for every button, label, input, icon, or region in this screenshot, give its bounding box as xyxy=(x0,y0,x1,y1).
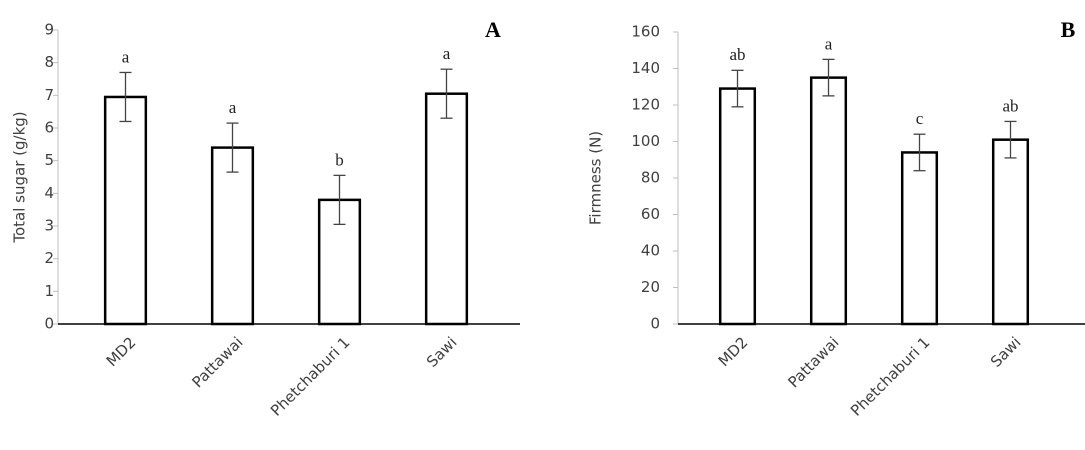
y-tick-label: 40 xyxy=(641,242,660,260)
y-tick-label: 60 xyxy=(641,205,660,223)
x-tick-label: Phetchaburi 1 xyxy=(267,333,353,419)
significance-letter: a xyxy=(443,44,451,63)
y-tick-label: 0 xyxy=(44,315,54,333)
x-tick-label: Pattawai xyxy=(784,333,842,391)
x-tick-label: Sawi xyxy=(423,333,461,371)
y-tick-label: 140 xyxy=(631,59,660,77)
significance-letter: a xyxy=(825,34,833,53)
y-tick-label: 9 xyxy=(44,21,54,39)
bar xyxy=(811,78,846,324)
y-axis-label: Total sugar (g/kg) xyxy=(11,111,29,243)
significance-letter: b xyxy=(335,150,344,169)
y-tick-label: 7 xyxy=(44,86,54,104)
y-tick-label: 6 xyxy=(44,119,54,137)
bar xyxy=(720,89,755,324)
bar xyxy=(426,94,467,324)
y-tick-label: 80 xyxy=(641,169,660,187)
panel-label: B xyxy=(1061,17,1076,42)
x-tick-label: Pattawai xyxy=(188,333,246,391)
panel-label: A xyxy=(485,17,501,42)
bar xyxy=(212,148,253,324)
bar xyxy=(902,152,937,324)
bar xyxy=(993,140,1028,324)
x-tick-label: MD2 xyxy=(715,333,752,370)
significance-letter: ab xyxy=(1002,96,1018,115)
y-tick-label: 0 xyxy=(650,315,660,333)
y-tick-label: 8 xyxy=(44,53,54,71)
x-tick-label: Sawi xyxy=(987,333,1025,371)
x-tick-label: MD2 xyxy=(103,333,140,370)
y-tick-label: 160 xyxy=(631,23,660,41)
y-tick-label: 5 xyxy=(44,151,54,169)
significance-letter: a xyxy=(122,47,130,66)
y-tick-label: 120 xyxy=(631,96,660,114)
y-tick-label: 1 xyxy=(44,282,54,300)
y-tick-label: 2 xyxy=(44,249,54,267)
y-axis-label: Firmness (N) xyxy=(587,131,605,225)
significance-letter: a xyxy=(229,98,237,117)
y-tick-label: 3 xyxy=(44,217,54,235)
y-tick-label: 100 xyxy=(631,132,660,150)
significance-letter: ab xyxy=(729,45,745,64)
significance-letter: c xyxy=(916,109,924,128)
bar xyxy=(105,97,146,324)
figure: 0 1 2 3 4 5 6 7 8 9 Total sugar (g/kg) Aa MD2 a Pattaw… xyxy=(0,0,1085,450)
x-tick-label: Phetchaburi 1 xyxy=(847,333,933,419)
y-tick-label: 4 xyxy=(44,184,54,202)
y-tick-label: 20 xyxy=(641,278,660,296)
